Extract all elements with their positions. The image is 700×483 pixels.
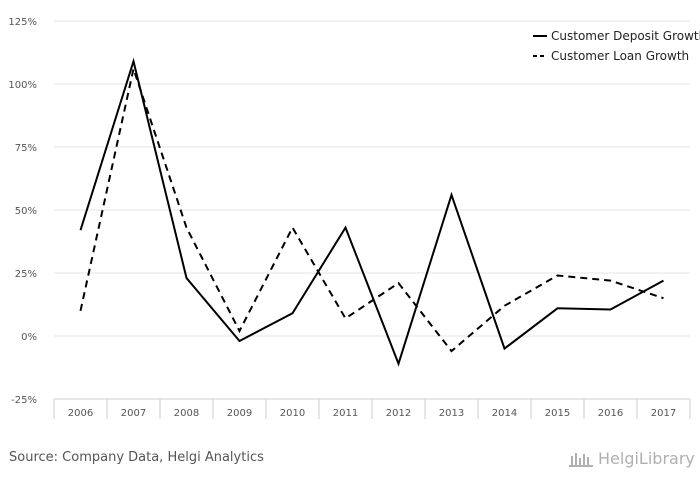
x-tick-label: 2011 [333,408,358,419]
y-tick-label: 25% [15,269,37,280]
source-note: Source: Company Data, Helgi Analytics [9,450,264,465]
y-tick-label: 125% [8,17,37,28]
x-tick-label: 2006 [68,408,93,419]
series-lines [79,57,664,367]
x-tick-label: 2009 [227,408,252,419]
x-axis-ticks: 2006 2007 2008 2009 2010 2011 2012 2013 2014 2015… [53,398,691,419]
x-tick-label: 2012 [386,408,411,419]
y-tick-label: 75% [15,143,37,154]
brand-logo: HelgiLibrary [568,449,695,468]
y-axis-ticks: 125% 100% 75% 50% 25% 0% -25% [8,17,37,406]
series-line [79,65,664,353]
x-tick-label: 2016 [598,408,623,419]
legend-label: Customer Deposit Growth [551,29,700,43]
legend: Customer Deposit Growth Customer Loan Gro… [533,29,700,63]
legend-label: Customer Loan Growth [551,49,689,63]
series-loan-growth [79,65,664,353]
x-tick-label: 2017 [651,408,676,419]
y-tick-label: -25% [11,395,37,406]
line-chart: 125% 100% 75% 50% 25% 0% -25% 2006 2007 2008 2009… [8,17,700,419]
y-tick-label: 0% [21,332,37,343]
x-tick-label: 2014 [492,408,517,419]
brand-name: HelgiLibrary [598,449,695,468]
x-tick-label: 2013 [439,408,464,419]
y-tick-label: 100% [8,80,37,91]
x-tick-label: 2010 [280,408,305,419]
grid-lines [54,20,690,400]
x-tick-label: 2008 [174,408,199,419]
x-tick-label: 2007 [121,408,146,419]
series-deposit-growth [79,57,664,367]
library-icon [569,452,593,467]
series-line [79,57,664,367]
y-tick-label: 50% [15,206,37,217]
x-tick-label: 2015 [545,408,570,419]
